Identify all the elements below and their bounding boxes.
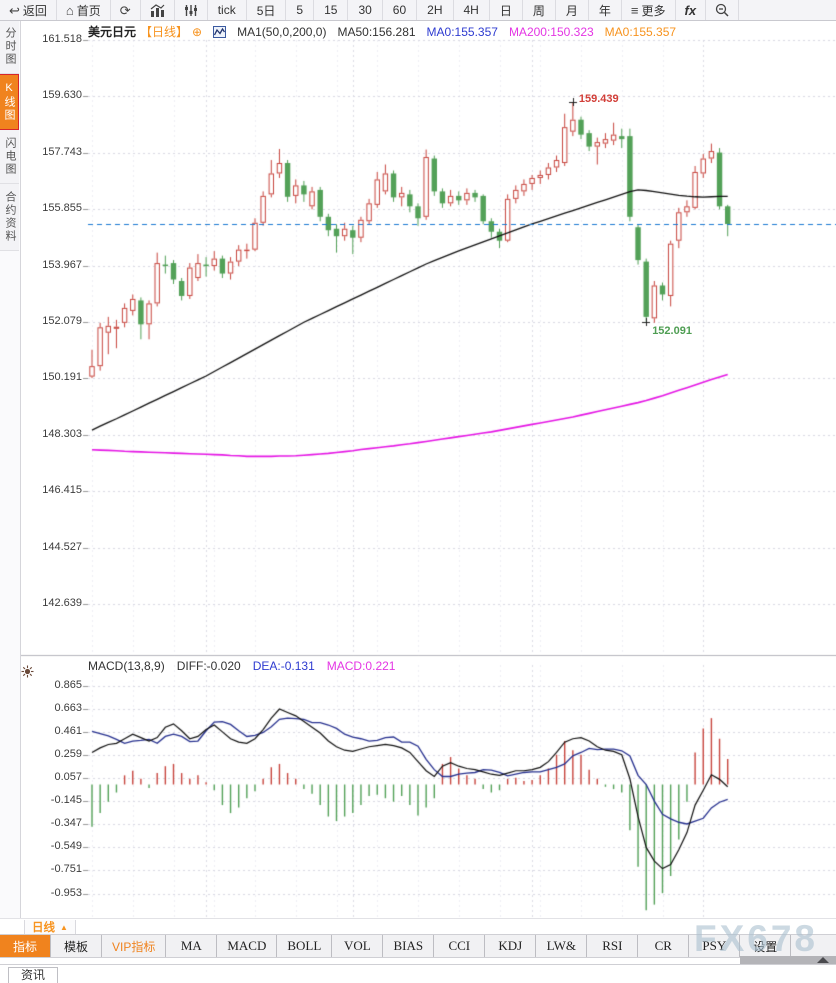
period-button-周[interactable]: 周	[523, 0, 556, 20]
back-label: 返回	[22, 3, 47, 18]
period-button-60[interactable]: 60	[383, 0, 418, 20]
low-price-annotation: 152.091	[652, 324, 692, 337]
indicator-button-RSI[interactable]: RSI	[587, 935, 639, 957]
zoom-out-button[interactable]	[706, 0, 740, 20]
high-price-annotation: 159.439	[578, 93, 619, 106]
news-tab[interactable]: 资讯	[8, 967, 58, 983]
home-button[interactable]: ⌂ 首页	[57, 0, 111, 20]
indicator-button-BOLL[interactable]: BOLL	[277, 935, 333, 957]
status-bar: 资讯	[0, 964, 836, 983]
period-button-5[interactable]: 5	[286, 0, 315, 20]
chart-region	[20, 20, 836, 918]
toolbar-tab-VIP指标[interactable]: VIP指标	[102, 935, 167, 957]
ma-settings-label: MA1(50,0,200,0)	[237, 24, 327, 39]
sidebar-tab-合约资料[interactable]: 合约资料	[0, 184, 19, 251]
period-button-2H[interactable]: 2H	[417, 0, 454, 20]
ma0-value-orange: MA0:155.357	[604, 24, 677, 39]
indicator-button-BIAS[interactable]: BIAS	[383, 935, 435, 957]
sidebar-tab-闪电图[interactable]: 闪电图	[0, 130, 19, 184]
add-indicator-icon[interactable]: ⊕	[192, 24, 203, 39]
sidebar-tab-分时图[interactable]: 分时图	[0, 20, 19, 74]
fx-icon: fx	[684, 2, 697, 18]
more-button[interactable]: ≡ 更多	[622, 0, 676, 20]
diff-value: DIFF:-0.020	[176, 659, 241, 673]
indicator-button-MA[interactable]: MA	[166, 935, 218, 957]
period-selector-dropdown[interactable]: 日线 ▲	[24, 920, 76, 934]
home-icon: ⌂	[65, 2, 74, 18]
magnifier-minus-icon	[715, 3, 729, 17]
period-button-group: tick 5日 5 15 30 60 2H 4H 日周月年	[208, 0, 622, 20]
chart-style-button[interactable]	[141, 0, 175, 20]
fx-formula-button[interactable]: fx	[676, 0, 707, 20]
symbol-name: 美元日元	[88, 25, 137, 39]
period-button-5日[interactable]: 5日	[247, 0, 287, 20]
collapse-arrow-icon	[817, 957, 829, 963]
ma200-value: MA200:150.323	[508, 24, 594, 39]
macd-settings-label: MACD(13,8,9)	[88, 659, 165, 673]
back-arrow-icon: ↩	[9, 2, 20, 18]
ma0-value-blue: MA0:155.357	[426, 24, 498, 39]
back-button[interactable]: ↩ 返回	[0, 0, 57, 20]
indicator-button-CR[interactable]: CR	[638, 935, 690, 957]
home-label: 首页	[76, 3, 101, 18]
dea-value: DEA:-0.131	[252, 659, 315, 673]
x-axis-row: 日线 ▲	[0, 918, 836, 935]
indicator-button-KDJ[interactable]: KDJ	[485, 935, 537, 957]
toolbar-tab-指标[interactable]: 指标	[0, 935, 51, 957]
period-button-15[interactable]: 15	[314, 0, 349, 20]
refresh-icon: ⟳	[119, 2, 131, 18]
indicator-button-CCI[interactable]: CCI	[434, 935, 486, 957]
period-button-30[interactable]: 30	[348, 0, 383, 20]
bar-chart-icon	[150, 3, 165, 17]
chart-type-sidebar: 分时图 K线图 闪电图 合约资料	[0, 20, 21, 918]
ma50-value: MA50:156.281	[337, 24, 416, 39]
period-selector-label: 日线	[32, 922, 55, 934]
period-button-月[interactable]: 月	[556, 0, 589, 20]
top-toolbar: ↩ 返回 ⌂ 首页 ⟳ tick 5日 5 15 30 60 2H 4H 日周月年 ≡ 更多 f…	[0, 0, 836, 21]
indicator-button-PSY[interactable]: PSY	[689, 935, 741, 957]
indicator-settings-button[interactable]	[175, 0, 208, 20]
macd-header: MACD(13,8,9) DIFF:-0.020 DEA:-0.131 MACD…	[88, 659, 395, 673]
more-label: 更多	[641, 3, 666, 18]
indicator-button-LW&[interactable]: LW&	[536, 935, 588, 957]
main-chart-header: 美元日元 【日线】 ⊕ MA1(50,0,200,0) MA50:156.281…	[88, 23, 676, 40]
refresh-button[interactable]: ⟳	[111, 0, 141, 20]
sidebar-tab-K线图[interactable]: K线图	[0, 74, 19, 130]
indicator-toolbar: 指标 模板 VIP指标 MA MACD BOLL VOL BIAS CCI KDJ LW& RSI CR…	[0, 934, 836, 958]
chevron-up-icon: ▲	[60, 922, 68, 932]
period-button-年[interactable]: 年	[589, 0, 622, 20]
period-button-日[interactable]: 日	[490, 0, 523, 20]
line-chart-icon	[213, 25, 227, 38]
menu-icon: ≡	[630, 2, 639, 18]
period-button-4H[interactable]: 4H	[454, 0, 490, 20]
indicator-button-MACD[interactable]: MACD	[217, 935, 278, 957]
period-button-tick[interactable]: tick	[208, 0, 247, 20]
settings-button[interactable]: 设置	[740, 935, 792, 957]
sliders-icon	[184, 4, 198, 17]
indicator-sun-icon[interactable]	[21, 665, 34, 678]
price-chart-canvas[interactable]	[20, 20, 836, 918]
macd-value: MACD:0.221	[326, 659, 396, 673]
period-tag: 【日线】	[140, 25, 189, 39]
indicator-button-VOL[interactable]: VOL	[332, 935, 384, 957]
toolbar-tab-模板[interactable]: 模板	[51, 935, 102, 957]
collapse-handle[interactable]	[740, 956, 836, 964]
